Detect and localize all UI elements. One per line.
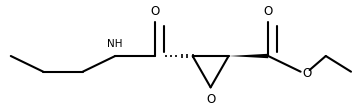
Text: O: O	[206, 93, 215, 106]
Text: NH: NH	[107, 39, 123, 49]
Text: O: O	[150, 5, 159, 18]
Polygon shape	[229, 54, 268, 58]
Text: O: O	[302, 67, 312, 80]
Text: O: O	[264, 5, 273, 18]
